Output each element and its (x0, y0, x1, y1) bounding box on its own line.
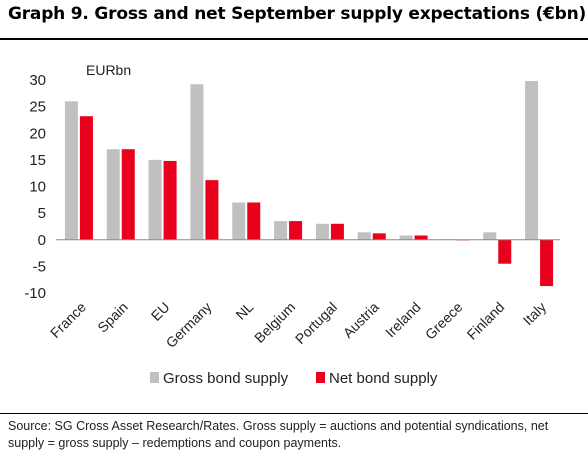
gross-bar (190, 84, 204, 240)
x-category-label: Austria (340, 299, 382, 341)
legend-swatch-net (316, 372, 325, 383)
net-bar (289, 221, 303, 240)
gross-bar (274, 221, 288, 240)
gross-bar (399, 235, 413, 240)
y-tick-label: 25 (29, 99, 46, 116)
x-category-label: EU (148, 299, 173, 324)
gross-bar (64, 101, 78, 240)
net-bar (540, 239, 554, 287)
net-bar (372, 233, 386, 240)
net-bar (79, 116, 93, 240)
y-unit-label: EURbn (86, 62, 131, 78)
source-note: Source: SG Cross Asset Research/Rates. G… (8, 419, 549, 450)
y-tick-label: 0 (38, 232, 46, 249)
x-category-label: Portugal (292, 299, 340, 347)
gross-bar (357, 232, 371, 240)
net-bar (498, 239, 512, 264)
y-tick-label: -5 (33, 258, 46, 275)
net-bar (163, 160, 177, 240)
bar-chart: -10 -5 0 5 10 15 20 25 30 EURbn France Spain EUGerma… (24, 62, 560, 387)
x-category-label: Ireland (382, 299, 424, 341)
legend-label: Gross bond supply (163, 370, 289, 387)
x-category-label: Italy (520, 299, 549, 328)
title-divider (0, 38, 588, 40)
x-category-label: NL (232, 299, 256, 323)
gross-bar (106, 149, 120, 240)
x-category-label: Greece (422, 299, 466, 343)
footer-divider (0, 413, 588, 414)
legend-label: Net bond supply (329, 370, 438, 387)
y-tick-label: 20 (29, 125, 46, 142)
y-tick-label: 10 (29, 179, 46, 196)
x-category-label: Belgium (251, 299, 298, 346)
x-category-label: France (47, 299, 89, 341)
chart-title: Graph 9. Gross and net September supply … (8, 4, 587, 24)
gross-bar (148, 159, 162, 240)
y-tick-label: -10 (24, 285, 46, 302)
y-tick-label: 30 (29, 72, 46, 89)
gross-bar (483, 232, 497, 240)
net-bar (205, 180, 219, 240)
y-tick-label: 15 (29, 152, 46, 169)
net-bar (330, 223, 344, 240)
y-tick-label: 5 (38, 205, 46, 222)
net-bar (121, 149, 135, 240)
gross-bar (232, 202, 246, 240)
gross-bar (525, 81, 539, 240)
net-bar (247, 202, 261, 240)
x-category-label: Spain (94, 299, 131, 336)
x-category-label: Germany (163, 299, 215, 351)
gross-bar (315, 223, 329, 240)
x-category-label: Finland (464, 299, 508, 343)
net-bar (414, 235, 428, 240)
legend-swatch-gross (150, 372, 159, 383)
